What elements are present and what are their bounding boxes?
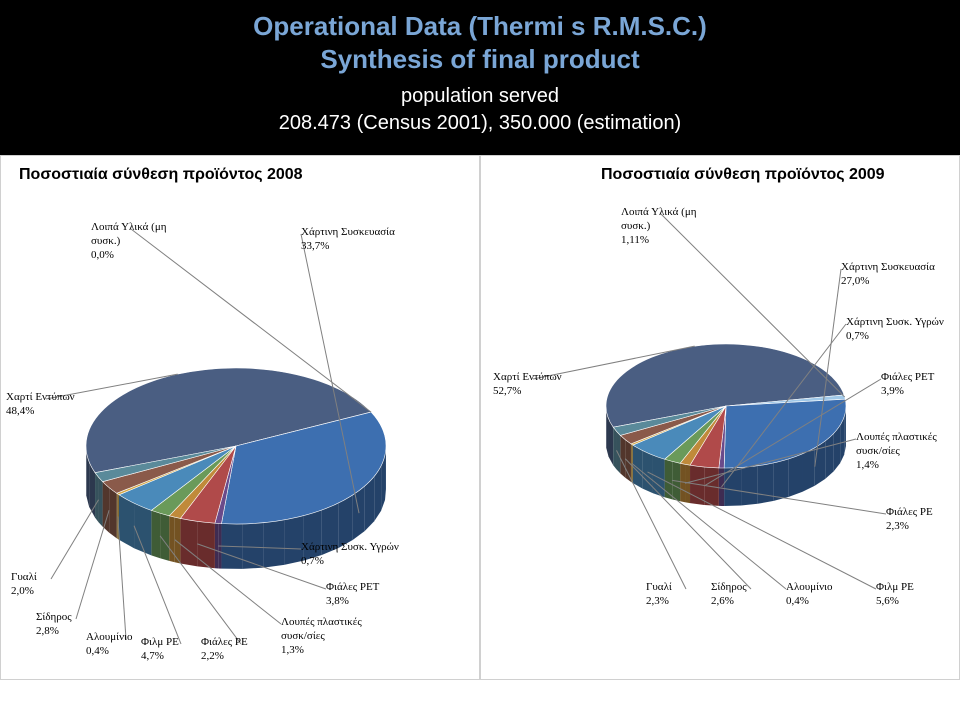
slice-label: Σίδηρος2,6% [711, 581, 747, 609]
slice-label: Φιάλες PE2,3% [886, 506, 933, 534]
header: Operational Data (Thermi s R.M.S.C.) Syn… [0, 0, 960, 155]
slice-label: Χάρτινη Συσκευασία33,7% [301, 226, 395, 254]
pie-2008: Ποσοστιαία σύνθεση προϊόντος 2008Χαρτί Ε… [0, 155, 480, 680]
slice-label: Γυαλί2,3% [646, 581, 672, 609]
census-line: 208.473 (Census 2001), 350.000 (estimati… [0, 112, 960, 135]
page-title: Operational Data (Thermi s R.M.S.C.) Syn… [0, 10, 960, 75]
charts-row: Ποσοστιαία σύνθεση προϊόντος 2008Χαρτί Ε… [0, 155, 960, 680]
slice-label: Χάρτινη Συσκ. Υγρών0,7% [846, 316, 944, 344]
slice-label: Χάρτινη Συσκ. Υγρών0,7% [301, 541, 399, 569]
slice-label: Λουπές πλαστικές συσκ/σίες1,4% [856, 431, 937, 472]
slice-label: Χαρτί Εντύπων48,4% [6, 391, 75, 419]
slice-label: Χάρτινη Συσκευασία27,0% [841, 261, 935, 289]
slice-label: Γυαλί2,0% [11, 571, 37, 599]
subtitle: population served [0, 85, 960, 108]
slice-label: Αλουμίνιο0,4% [86, 631, 133, 659]
slice-label: Λοιπά Υλικά (μη συσκ.)0,0% [91, 221, 166, 262]
slice-label: Αλουμίνιο0,4% [786, 581, 833, 609]
pie-2009: Ποσοστιαία σύνθεση προϊόντος 2009Χαρτί Ε… [480, 155, 960, 680]
slice-label: Φιάλες PET3,8% [326, 581, 379, 609]
slice-label: Φιλμ PE4,7% [141, 636, 179, 664]
slice-label: Λουπές πλαστικές συσκ/σίες1,3% [281, 616, 362, 657]
slice-label: Λοιπά Υλικά (μη συσκ.)1,11% [621, 206, 696, 247]
slice-label: Φιάλες PE2,2% [201, 636, 248, 664]
slice-label: Σίδηρος2,8% [36, 611, 72, 639]
title-line2: Synthesis of final product [320, 44, 639, 74]
title-line1: Operational Data (Thermi s R.M.S.C.) [253, 11, 707, 41]
slice-label: Φιάλες PET3,9% [881, 371, 934, 399]
slice-label: Χαρτί Εντύπων52,7% [493, 371, 562, 399]
slice-label: Φιλμ PE5,6% [876, 581, 914, 609]
